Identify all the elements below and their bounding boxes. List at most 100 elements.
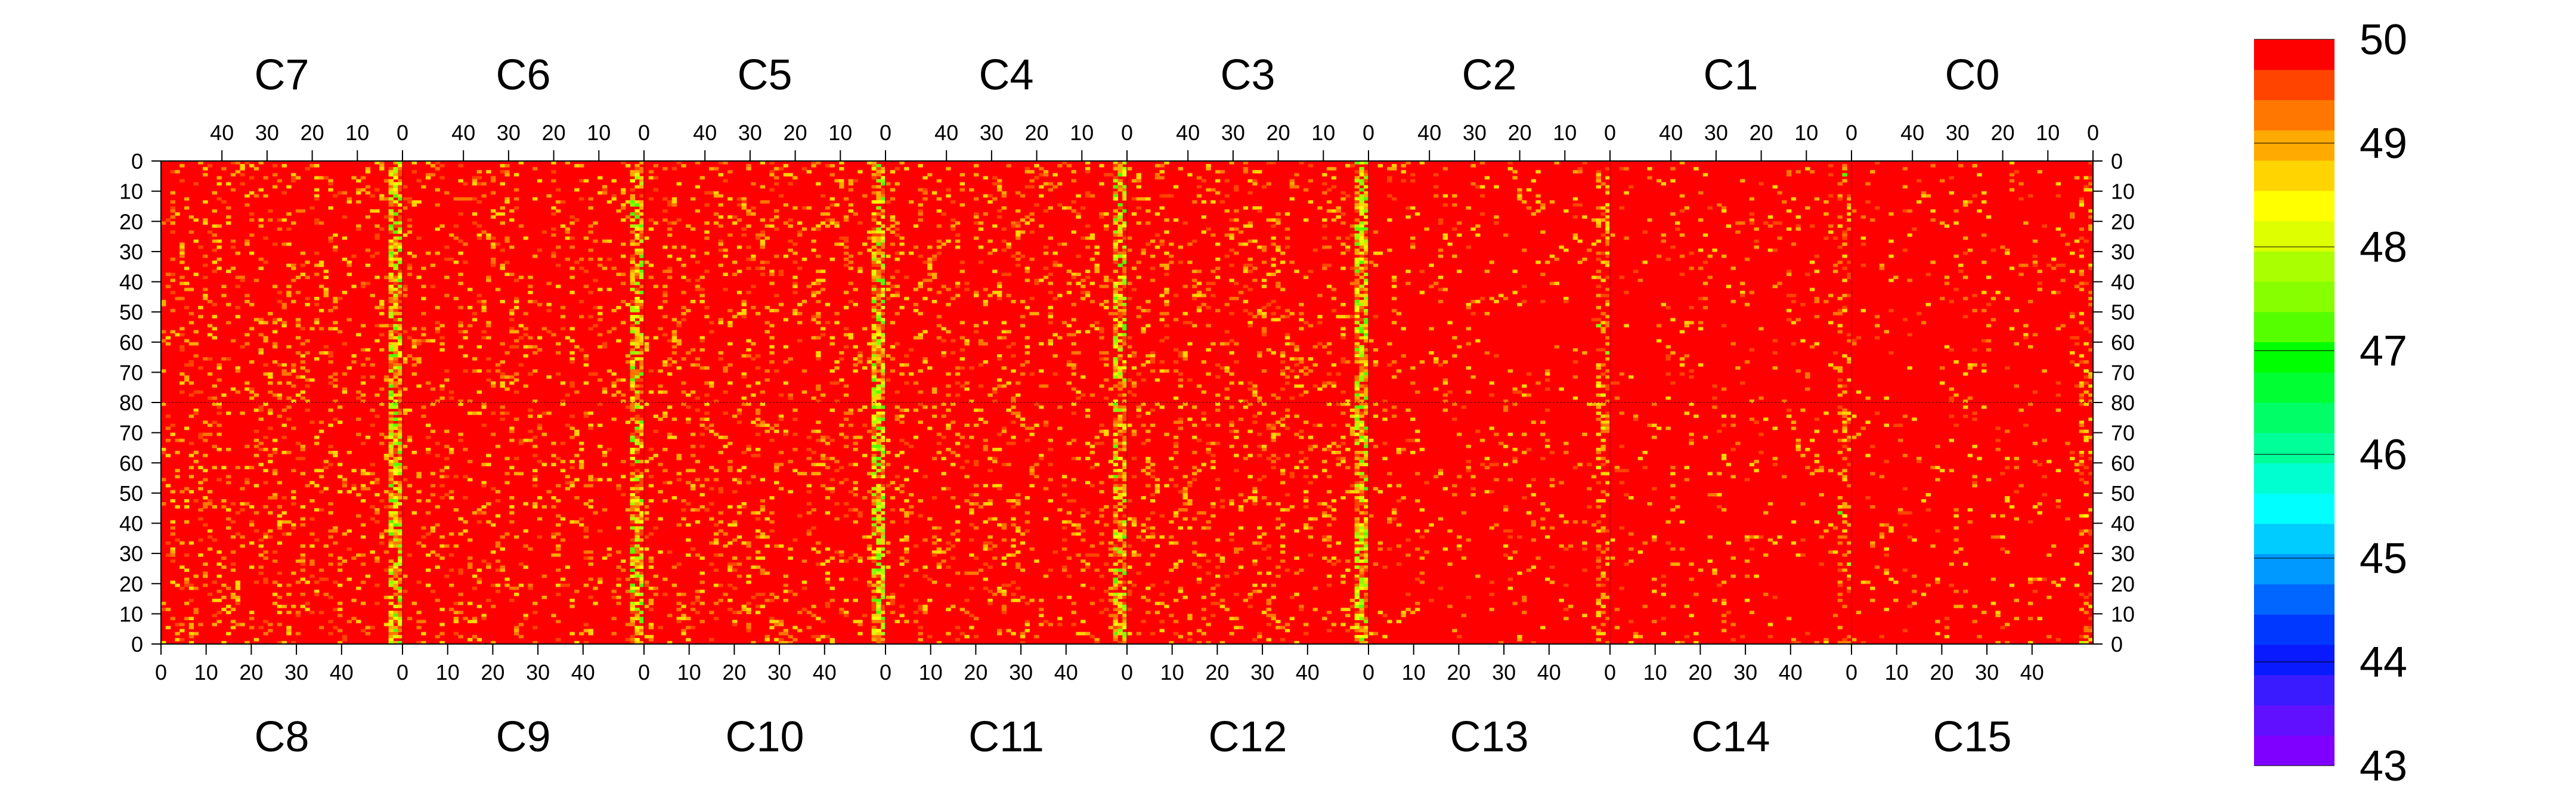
- heatmap-cell: [1108, 599, 1114, 602]
- heatmap-cell: [630, 254, 636, 258]
- heatmap-cell: [203, 275, 208, 280]
- heatmap-cell: [876, 354, 881, 358]
- heatmap-cell: [1099, 532, 1104, 536]
- heatmap-cell: [881, 197, 886, 201]
- heatmap-cell: [448, 490, 454, 494]
- heatmap-cell: [621, 273, 626, 276]
- heatmap-cell: [621, 218, 626, 222]
- heatmap-cell: [760, 245, 766, 249]
- heatmap-cell: [806, 447, 812, 451]
- heatmap-cell: [983, 299, 988, 304]
- heatmap-cell: [374, 493, 380, 497]
- heatmap-cell: [788, 248, 793, 252]
- heatmap-cell: [379, 306, 385, 309]
- y-tick-label-left: 80: [119, 391, 143, 415]
- heatmap-cell: [551, 333, 556, 337]
- heatmap-cell: [398, 387, 403, 391]
- heatmap-cell: [648, 390, 654, 394]
- heatmap-cell: [681, 318, 686, 321]
- heatmap-cell: [314, 469, 320, 473]
- heatmap-cell: [639, 378, 645, 382]
- heatmap-cell: [411, 203, 417, 207]
- heatmap-cell: [481, 182, 487, 186]
- x-tick-label-top: 40: [693, 120, 717, 145]
- heatmap-cell: [300, 605, 306, 608]
- heatmap-cell: [383, 568, 389, 572]
- heatmap-cell: [472, 221, 478, 225]
- heatmap-cell: [333, 451, 338, 454]
- heatmap-cell: [318, 508, 324, 512]
- heatmap-cell: [792, 242, 798, 246]
- heatmap-cell: [816, 438, 821, 442]
- heatmap-cell: [393, 302, 398, 306]
- heatmap-cell: [881, 293, 886, 298]
- heatmap-cell: [639, 532, 645, 536]
- chip-label-top: C1: [1703, 51, 1758, 99]
- heatmap-cell: [425, 553, 431, 557]
- heatmap-cell: [871, 393, 877, 397]
- heatmap-cell: [393, 336, 398, 340]
- heatmap-cell: [398, 556, 403, 560]
- heatmap-cell: [881, 372, 886, 376]
- heatmap-cell: [727, 583, 733, 587]
- heatmap-cell: [616, 596, 621, 599]
- heatmap-cell: [881, 278, 886, 283]
- heatmap-cell: [644, 605, 649, 608]
- heatmap-cell: [1108, 547, 1114, 551]
- heatmap-cell: [588, 290, 593, 295]
- heatmap-cell: [825, 224, 831, 228]
- heatmap-cell: [1071, 478, 1076, 482]
- heatmap-cell: [973, 221, 979, 225]
- heatmap-cell: [588, 562, 593, 566]
- heatmap-cell: [964, 611, 970, 614]
- heatmap-cell: [690, 299, 696, 304]
- heatmap-cell: [1099, 611, 1104, 614]
- heatmap-cell: [1029, 599, 1035, 602]
- heatmap-cell: [973, 634, 979, 639]
- heatmap-cell: [881, 574, 886, 578]
- heatmap-cell: [978, 505, 984, 509]
- heatmap-cell: [193, 460, 199, 463]
- heatmap-cell: [857, 435, 863, 439]
- heatmap-cell: [1020, 631, 1026, 636]
- heatmap-cell: [625, 354, 631, 358]
- heatmap-cell: [388, 463, 394, 466]
- heatmap-cell: [634, 589, 640, 593]
- heatmap-cell: [1089, 451, 1095, 454]
- heatmap-cell: [532, 167, 538, 171]
- x-tick-label-bottom: 20: [964, 660, 987, 685]
- heatmap-cell: [1011, 354, 1016, 358]
- heatmap-cell: [778, 270, 784, 273]
- heatmap-cell: [658, 327, 663, 331]
- heatmap-cell: [625, 623, 631, 627]
- heatmap-cell: [825, 441, 831, 445]
- heatmap-cell: [955, 454, 961, 457]
- heatmap-cell: [346, 197, 352, 201]
- heatmap-cell: [634, 617, 640, 621]
- y-tick-label-left: 30: [119, 541, 143, 566]
- heatmap-cell: [853, 369, 858, 373]
- heatmap-cell: [490, 176, 496, 179]
- heatmap-cell: [871, 441, 877, 445]
- heatmap-cell: [309, 481, 315, 485]
- heatmap-cell: [634, 296, 640, 301]
- heatmap-cell: [411, 451, 417, 454]
- heatmap-cell: [904, 167, 909, 171]
- heatmap-cell: [774, 620, 779, 624]
- heatmap-cell: [1066, 363, 1072, 367]
- heatmap-cell: [328, 596, 333, 599]
- heatmap-cell: [760, 390, 766, 394]
- heatmap-cell: [286, 290, 292, 295]
- heatmap-cell: [286, 532, 292, 536]
- heatmap-cell: [518, 583, 524, 587]
- heatmap-cell: [876, 390, 881, 394]
- heatmap-cell: [881, 254, 886, 258]
- heatmap-cell: [959, 173, 965, 177]
- heatmap-cell: [258, 258, 264, 261]
- heatmap-cell: [342, 372, 348, 376]
- heatmap-cell: [212, 209, 218, 213]
- heatmap-cell: [723, 532, 728, 536]
- heatmap-cell: [811, 614, 816, 618]
- heatmap-cell: [871, 426, 877, 431]
- heatmap-cell: [811, 164, 816, 168]
